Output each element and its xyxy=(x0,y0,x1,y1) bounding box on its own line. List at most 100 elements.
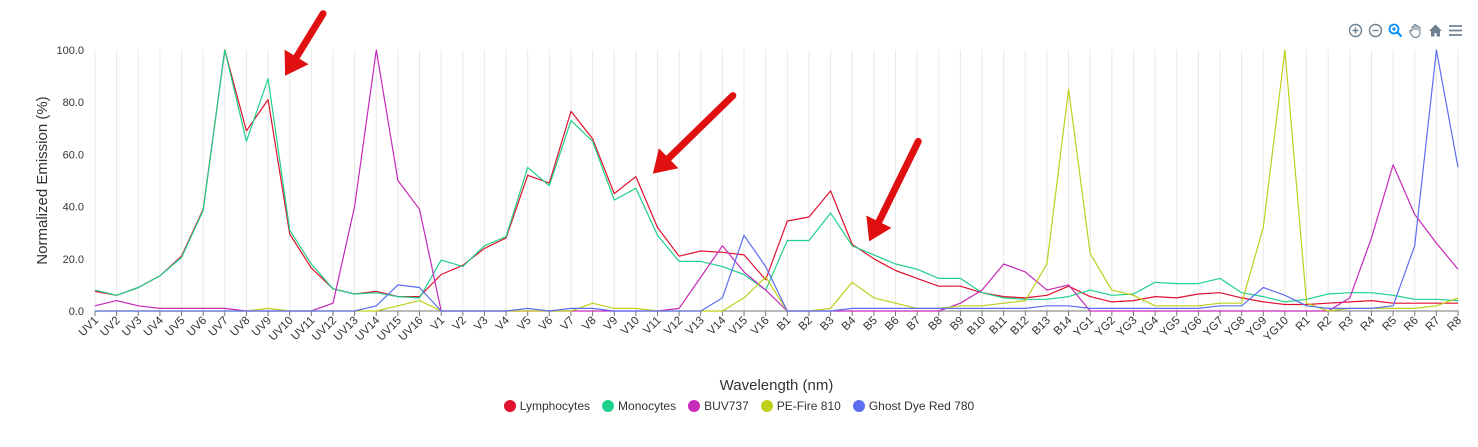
x-tick-label: B3 xyxy=(818,315,836,333)
x-tick-label: V7 xyxy=(559,315,577,333)
x-tick-label: YG3 xyxy=(1115,315,1140,340)
x-tick-label: B6 xyxy=(883,315,901,333)
x-tick-label: V11 xyxy=(641,315,663,337)
x-tick-label: YG1 xyxy=(1072,315,1097,340)
legend-item[interactable]: Lymphocytes xyxy=(503,399,591,413)
legend-item[interactable]: BUV737 xyxy=(688,399,749,413)
x-tick-label: UV7 xyxy=(207,315,231,339)
legend-item[interactable]: PE-Fire 810 xyxy=(760,399,841,413)
y-tick-label: 100.0 xyxy=(56,45,84,57)
x-tick-label: R5 xyxy=(1380,315,1399,334)
x-tick-label: YG2 xyxy=(1093,315,1118,340)
pan-hand-icon[interactable] xyxy=(1407,22,1424,39)
legend-label: Monocytes xyxy=(618,399,677,413)
legend-label: Ghost Dye Red 780 xyxy=(868,399,975,413)
y-tick-label: 80.0 xyxy=(63,97,84,109)
chart-toolbar xyxy=(1347,22,1464,39)
x-tick-label: V15 xyxy=(727,315,750,338)
x-tick-label: R4 xyxy=(1359,314,1378,333)
x-tick-label: V12 xyxy=(662,315,685,338)
y-axis-title: Normalized Emission (%) xyxy=(34,96,51,264)
legend-marker xyxy=(688,400,701,412)
chart-legend: Lymphocytes Monocytes BUV737 PE-Fire 810 Gho… xyxy=(0,399,1478,413)
series-line-lymphocytes xyxy=(94,49,1458,306)
x-tick-label: UV1 xyxy=(77,315,101,339)
x-tick-label: YG10 xyxy=(1262,315,1291,344)
selection-zoom-icon[interactable] xyxy=(1387,22,1404,39)
x-tick-label: R2 xyxy=(1315,315,1334,334)
x-tick-label: B1 xyxy=(775,315,793,333)
x-tick-label: V3 xyxy=(472,315,490,333)
x-tick-label: R8 xyxy=(1445,315,1464,334)
annotation-arrow-shaft xyxy=(665,92,737,162)
x-tick-label: V16 xyxy=(749,315,772,338)
x-tick-label: UV4 xyxy=(142,314,167,339)
x-tick-label: V1 xyxy=(429,315,447,333)
x-tick-label: B2 xyxy=(797,315,815,333)
annotation-arrow-shaft xyxy=(875,137,922,226)
annotation-arrow-shaft xyxy=(293,10,327,61)
x-tick-label: B9 xyxy=(948,315,966,333)
menu-icon[interactable] xyxy=(1447,22,1464,39)
x-tick-label: UV2 xyxy=(98,315,122,339)
legend-label: PE-Fire 810 xyxy=(776,399,841,413)
annotation-arrow-head xyxy=(284,49,309,76)
y-tick-label: 20.0 xyxy=(63,254,84,266)
x-tick-label: V5 xyxy=(515,315,533,333)
series-line-ghost-dye-red-780 xyxy=(95,49,1459,312)
x-tick-label: UV6 xyxy=(185,315,209,339)
x-tick-label: V2 xyxy=(450,315,468,333)
x-axis-title: Wavelength (nm) xyxy=(720,377,834,394)
x-tick-label: V13 xyxy=(684,315,707,338)
series-line-monocytes xyxy=(94,49,1459,303)
legend-label: Lymphocytes xyxy=(519,399,591,413)
zoom-in-icon[interactable] xyxy=(1347,22,1364,39)
x-tick-label: B12 xyxy=(1008,315,1031,338)
legend-marker xyxy=(503,400,516,412)
x-tick-label: V10 xyxy=(619,315,642,338)
x-tick-label: B8 xyxy=(926,315,944,333)
series-line-pe-fire-810 xyxy=(95,49,1459,312)
annotation-arrow-head xyxy=(866,215,892,242)
x-tick-label: B7 xyxy=(905,315,923,333)
x-tick-label: YG4 xyxy=(1136,314,1161,339)
legend-item[interactable]: Ghost Dye Red 780 xyxy=(852,399,975,413)
zoom-out-icon[interactable] xyxy=(1367,22,1384,39)
x-tick-label: UV3 xyxy=(120,315,144,339)
x-tick-label: R1 xyxy=(1294,315,1313,334)
legend-marker xyxy=(852,400,865,412)
x-tick-label: YG6 xyxy=(1180,315,1205,340)
y-tick-label: 40.0 xyxy=(63,202,84,214)
series-line-buv737 xyxy=(94,49,1459,312)
x-tick-label: R3 xyxy=(1337,315,1356,334)
x-tick-label: V4 xyxy=(494,314,513,333)
x-tick-label: B5 xyxy=(862,315,880,333)
x-tick-label: B10 xyxy=(965,315,988,338)
x-tick-label: UV16 xyxy=(397,315,426,344)
x-tick-label: R6 xyxy=(1402,315,1421,334)
x-tick-label: B13 xyxy=(1030,315,1053,338)
x-tick-label: V6 xyxy=(537,315,555,333)
annotation-arrow-head xyxy=(652,148,679,174)
x-tick-label: UV8 xyxy=(228,315,252,339)
y-tick-label: 0.0 xyxy=(69,306,84,318)
x-tick-label: V14 xyxy=(706,314,729,337)
x-tick-label: UV10 xyxy=(267,315,296,344)
x-tick-label: B14 xyxy=(1052,314,1075,337)
home-reset-icon[interactable] xyxy=(1427,22,1444,39)
x-tick-label: YG7 xyxy=(1201,315,1226,340)
x-tick-label: R7 xyxy=(1424,315,1443,334)
legend-label: BUV737 xyxy=(704,399,749,413)
x-tick-label: B4 xyxy=(840,314,859,333)
x-tick-label: V8 xyxy=(580,315,598,333)
legend-marker xyxy=(760,400,773,412)
legend-item[interactable]: Monocytes xyxy=(602,399,676,413)
x-tick-label: B11 xyxy=(987,315,1009,337)
x-tick-label: UV5 xyxy=(163,315,187,339)
legend-marker xyxy=(602,400,615,412)
x-tick-label: YG8 xyxy=(1223,315,1248,340)
x-tick-label: YG5 xyxy=(1158,315,1183,340)
y-tick-label: 60.0 xyxy=(63,149,84,161)
x-tick-label: V9 xyxy=(602,315,620,333)
